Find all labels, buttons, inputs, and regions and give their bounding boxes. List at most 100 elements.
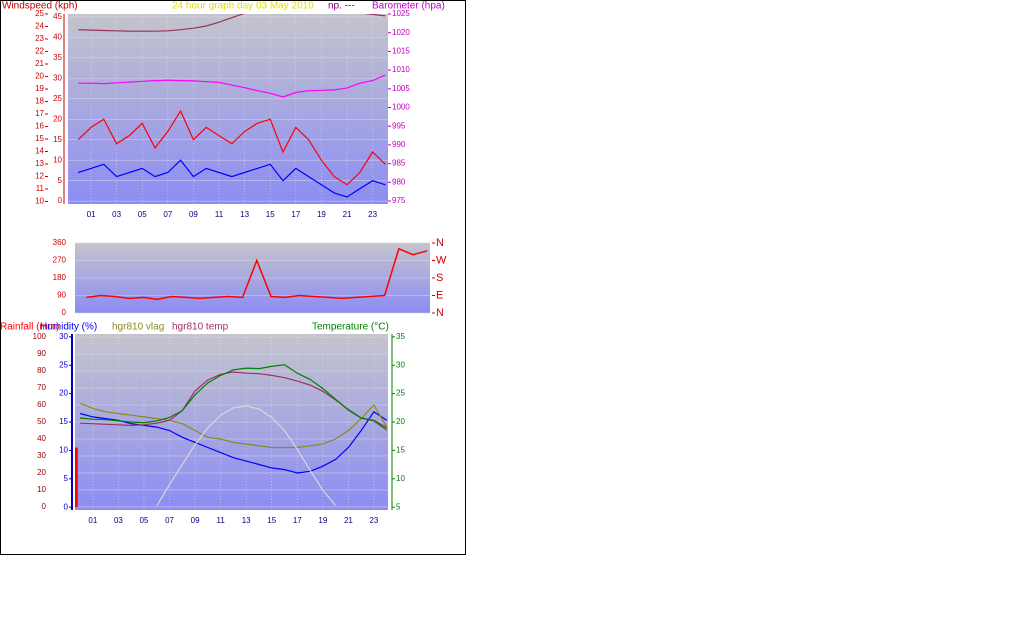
x-tick-label: 23 — [368, 210, 377, 219]
y-tick-label: 20 — [35, 72, 44, 81]
x-tick-label: 05 — [140, 516, 149, 525]
y-tick-label: 1025 — [392, 9, 410, 18]
series-group — [77, 14, 386, 198]
legend-label: hgr810 temp — [172, 322, 229, 333]
y-tick-label: 25 — [396, 389, 405, 398]
y-tick-label: 12 — [35, 172, 44, 181]
y-tick-label: 11 — [36, 184, 45, 193]
x-tick-label: 19 — [317, 210, 326, 219]
y-tick-label: N — [436, 237, 444, 249]
y-tick-label: 25 — [35, 9, 44, 18]
x-tick-label: 19 — [318, 516, 327, 525]
line — [156, 405, 337, 507]
y-tick-label: 1020 — [392, 28, 410, 37]
line — [79, 402, 388, 449]
x-tick-label: 05 — [138, 210, 147, 219]
y-tick-label: 980 — [392, 177, 406, 186]
y-tick-label: 14 — [35, 147, 44, 156]
x-tick-label: 01 — [87, 210, 96, 219]
y-tick-label: 30 — [396, 360, 405, 369]
y-tick-label: 60 — [37, 400, 46, 409]
y-tick-label: 25 — [53, 94, 62, 103]
x-tick-label: 15 — [267, 516, 276, 525]
series-group — [86, 247, 428, 301]
x-tick-label: 07 — [165, 516, 174, 525]
y-tick-label: 360 — [53, 238, 67, 247]
bar — [75, 447, 78, 508]
y-tick-label: 995 — [392, 121, 406, 130]
y-tick-label: 10 — [396, 474, 405, 483]
y-tick-label: 0 — [58, 196, 63, 205]
y-tick-label: 19 — [35, 84, 44, 93]
y-tick-label: 10 — [37, 485, 46, 494]
x-tick-label: 21 — [343, 210, 352, 219]
note: np. --- — [328, 1, 355, 12]
x-tick-label: 21 — [344, 516, 353, 525]
y-tick-label: 0 — [42, 502, 47, 511]
x-tick-label: 15 — [266, 210, 275, 219]
y-tick-label: 22 — [35, 47, 44, 56]
x-tick-label: 09 — [191, 516, 200, 525]
y-tick-label: 10 — [53, 155, 62, 164]
x-tick-label: 03 — [112, 210, 121, 219]
line — [78, 159, 386, 198]
line — [78, 14, 386, 32]
y-tick-label: 10 — [35, 197, 44, 206]
y-tick-label: 100 — [33, 332, 47, 341]
legend-label: Rainfall (mm) — [0, 322, 59, 333]
x-tick-label: 01 — [88, 516, 97, 525]
x-tick-label: 17 — [291, 210, 300, 219]
series-group — [75, 364, 388, 508]
y-tick-label: 15 — [53, 135, 62, 144]
y-tick-label: 20 — [37, 468, 46, 477]
y-tick-label: 15 — [396, 445, 405, 454]
y-tick-label: 30 — [53, 73, 62, 82]
y-tick-label: 990 — [392, 140, 406, 149]
y-tick-label: 1000 — [392, 103, 410, 112]
y-tick-label: 40 — [37, 434, 46, 443]
x-tick-label: 07 — [163, 210, 172, 219]
y-tick-label: 975 — [392, 196, 406, 205]
y-tick-label: 20 — [59, 389, 68, 398]
x-tick-label: 13 — [240, 210, 249, 219]
plot-area — [68, 14, 388, 204]
y-tick-label: 25 — [59, 360, 68, 369]
y-tick-label: 985 — [392, 159, 406, 168]
y-tick-label: S — [436, 272, 443, 284]
y-tick-label: 20 — [53, 114, 62, 123]
y-tick-label: 50 — [37, 417, 46, 426]
y-tick-label: 70 — [37, 383, 46, 392]
y-tick-label: 45 — [53, 12, 62, 21]
y-tick-label: 5 — [64, 474, 69, 483]
legend-label: Humidity (%) — [40, 322, 97, 333]
y-tick-label: 35 — [396, 332, 405, 341]
x-tick-label: 03 — [114, 516, 123, 525]
y-tick-label: E — [436, 289, 443, 301]
y-tick-label: 180 — [53, 273, 67, 282]
y-tick-label: 0 — [62, 308, 67, 317]
line — [79, 410, 388, 474]
y2-axis-title: Barometer (hpa) — [372, 1, 445, 12]
y-tick-label: 21 — [35, 59, 44, 68]
y-tick-label: 30 — [37, 451, 46, 460]
y-tick-label: 10 — [59, 445, 68, 454]
y-tick-label: 0 — [64, 502, 69, 511]
y-tick-label: 30 — [59, 332, 68, 341]
y-tick-label: 40 — [53, 32, 62, 41]
y-tick-label: 270 — [53, 256, 67, 265]
y-tick-label: 80 — [37, 366, 46, 375]
y-tick-label: 20 — [396, 417, 405, 426]
y-tick-label: N — [436, 307, 444, 319]
x-tick-label: 11 — [216, 516, 225, 525]
y-tick-label: 15 — [35, 134, 44, 143]
y-tick-label: 1010 — [392, 65, 410, 74]
legend-label: Temperature (°C) — [312, 322, 389, 333]
line — [80, 364, 388, 431]
y-tick-label: 13 — [35, 159, 44, 168]
chart-title: 24 hour graph day 03 May 2010 — [172, 1, 314, 12]
x-tick-label: 09 — [189, 210, 198, 219]
y-tick-label: 5 — [396, 502, 401, 511]
y-tick-label: 24 — [35, 22, 44, 31]
